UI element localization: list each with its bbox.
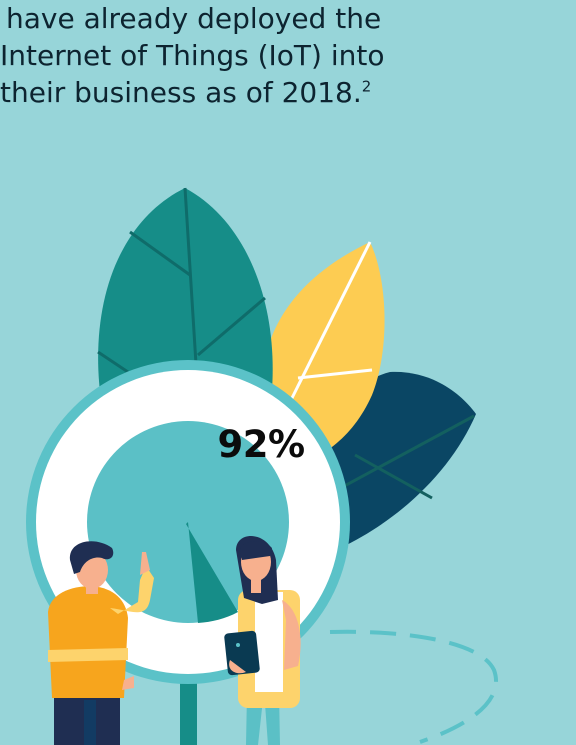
headline-line-3: their business as of 2018.2 — [0, 74, 576, 111]
tablet-icon — [224, 630, 260, 676]
man-figure-icon — [48, 541, 154, 745]
headline-line-3-text: their business as of 2018. — [0, 76, 362, 109]
dashed-path — [329, 629, 498, 744]
headline-line-1: have already deployed the — [6, 2, 382, 35]
percentage-value: 92% — [217, 423, 305, 466]
headline-text: have already deployed the Internet of Th… — [0, 0, 576, 111]
headline-line-2: Internet of Things (IoT) into — [0, 39, 385, 72]
footnote-marker: 2 — [361, 77, 372, 96]
teal-leaf-icon — [97, 187, 273, 413]
